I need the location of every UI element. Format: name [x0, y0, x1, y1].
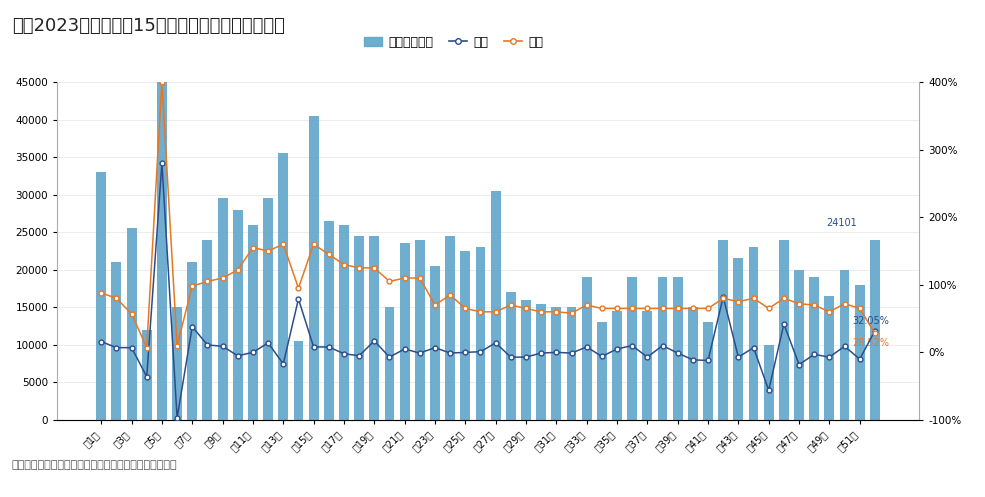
- Text: 图：2023年监测重点15城新建商品住宅成交量情况: 图：2023年监测重点15城新建商品住宅成交量情况: [12, 17, 285, 35]
- Bar: [263, 198, 273, 420]
- Bar: [703, 323, 713, 420]
- Bar: [658, 277, 668, 420]
- Bar: [203, 240, 213, 420]
- Bar: [810, 277, 820, 420]
- Text: 数据来源：各地住建委、房管局，诸葛数据研究中心整理: 数据来源：各地住建委、房管局，诸葛数据研究中心整理: [12, 460, 177, 470]
- Bar: [232, 210, 242, 420]
- Bar: [324, 221, 334, 420]
- Bar: [142, 330, 152, 420]
- Bar: [734, 258, 744, 420]
- Bar: [248, 225, 258, 420]
- Bar: [172, 307, 182, 420]
- Bar: [127, 229, 137, 420]
- Bar: [612, 311, 622, 420]
- Bar: [779, 240, 789, 420]
- Bar: [718, 240, 728, 420]
- Bar: [430, 266, 440, 420]
- Bar: [536, 304, 546, 420]
- Bar: [794, 270, 804, 420]
- Bar: [369, 236, 379, 420]
- Text: 28.52%: 28.52%: [852, 337, 889, 347]
- Bar: [763, 345, 773, 420]
- Text: 24101: 24101: [826, 218, 857, 228]
- Bar: [855, 285, 865, 420]
- Bar: [445, 236, 455, 420]
- Bar: [521, 300, 531, 420]
- Text: 32.05%: 32.05%: [852, 316, 889, 326]
- Bar: [491, 191, 500, 420]
- Bar: [870, 240, 880, 420]
- Bar: [642, 311, 652, 420]
- Bar: [839, 270, 849, 420]
- Bar: [688, 307, 697, 420]
- Bar: [824, 296, 834, 420]
- Bar: [552, 307, 561, 420]
- Bar: [157, 82, 166, 420]
- Bar: [279, 154, 289, 420]
- Bar: [566, 307, 576, 420]
- Bar: [627, 277, 637, 420]
- Bar: [111, 262, 121, 420]
- Bar: [415, 240, 425, 420]
- Bar: [673, 277, 683, 420]
- Bar: [384, 307, 394, 420]
- Bar: [187, 262, 197, 420]
- Bar: [218, 198, 228, 420]
- Bar: [582, 277, 592, 420]
- Legend: 成交量（套）, 环比, 同比: 成交量（套）, 环比, 同比: [359, 31, 549, 54]
- Bar: [97, 172, 106, 420]
- Bar: [400, 244, 410, 420]
- Bar: [506, 292, 516, 420]
- Bar: [749, 247, 758, 420]
- Bar: [339, 225, 349, 420]
- Bar: [294, 341, 303, 420]
- Bar: [597, 323, 607, 420]
- Bar: [355, 236, 364, 420]
- Bar: [308, 116, 318, 420]
- Bar: [476, 247, 486, 420]
- Bar: [460, 251, 470, 420]
